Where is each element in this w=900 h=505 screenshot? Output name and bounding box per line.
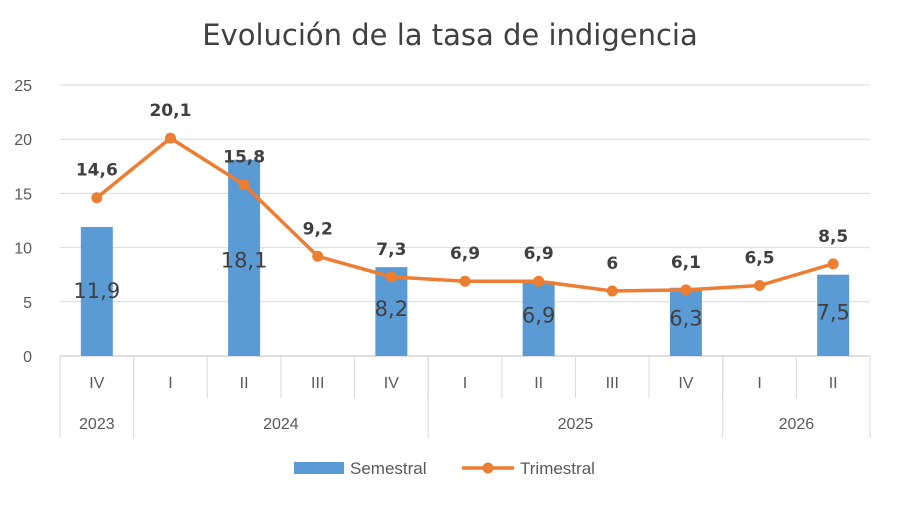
bar-data-label: 8,2 [375, 297, 408, 321]
line-data-label: 9,2 [303, 219, 333, 239]
x-tick-label: I [168, 375, 172, 392]
line-data-label: 6 [606, 254, 618, 274]
bar-semestral [817, 274, 850, 356]
x-tick-label: II [829, 375, 838, 392]
point-trimestral [459, 275, 471, 287]
legend-marker-trimestral [482, 462, 494, 474]
line-data-label: 8,5 [818, 227, 848, 247]
y-tick-label: 0 [23, 349, 32, 366]
line-data-label: 15,8 [223, 148, 265, 168]
line-data-label: 6,9 [450, 244, 480, 264]
bar-data-label: 6,3 [669, 306, 702, 330]
line-data-label: 6,5 [744, 249, 774, 269]
line-data-label: 6,1 [671, 253, 701, 273]
x-tick-label: IV [89, 375, 104, 392]
point-trimestral [680, 284, 692, 296]
bar-semestral [669, 287, 702, 356]
bar-data-label: 7,5 [816, 300, 849, 324]
point-trimestral [827, 258, 839, 270]
bar-data-label: 6,9 [522, 303, 555, 327]
y-tick-label: 15 [14, 186, 32, 203]
legend-label-semestral: Semestral [350, 459, 427, 478]
line-data-label: 7,3 [376, 240, 406, 260]
x-tick-label: I [757, 375, 761, 392]
point-trimestral [238, 179, 250, 191]
point-trimestral [164, 132, 176, 144]
point-trimestral [385, 271, 397, 283]
x-tick-label: II [240, 375, 249, 392]
y-tick-label: 25 [14, 78, 32, 95]
line-trimestral [95, 136, 834, 293]
line-data-label: 6,9 [524, 244, 554, 264]
x-group-label: 2026 [779, 416, 815, 433]
chart-title: Evolución de la tasa de indigencia [202, 18, 698, 52]
point-trimestral [312, 250, 324, 262]
bar-semestral [228, 159, 261, 356]
x-tick-label: III [311, 375, 324, 392]
bar-semestral [80, 227, 113, 356]
y-tick-label: 5 [23, 295, 32, 312]
point-trimestral [754, 280, 766, 292]
point-trimestral [533, 275, 545, 287]
x-tick-label: IV [384, 375, 399, 392]
y-tick-label: 10 [14, 241, 32, 258]
y-tick-label: 20 [14, 132, 32, 149]
legend-swatch-semestral [294, 462, 344, 474]
x-tick-label: I [463, 375, 467, 392]
bar-data-label: 11,9 [73, 279, 120, 303]
legend-label-trimestral: Trimestral [520, 459, 595, 478]
line-data-label: 20,1 [149, 101, 191, 121]
x-tick-label: II [534, 375, 543, 392]
point-trimestral [91, 192, 103, 204]
x-group-label: 2023 [79, 416, 115, 433]
point-trimestral [606, 285, 618, 297]
x-group-label: 2025 [558, 416, 594, 433]
x-tick-label: IV [678, 375, 693, 392]
line-data-label: 14,6 [76, 161, 118, 181]
x-tick-label: III [606, 375, 619, 392]
bar-data-label: 18,1 [221, 249, 268, 273]
x-group-label: 2024 [263, 416, 299, 433]
bar-semestral [522, 281, 555, 356]
